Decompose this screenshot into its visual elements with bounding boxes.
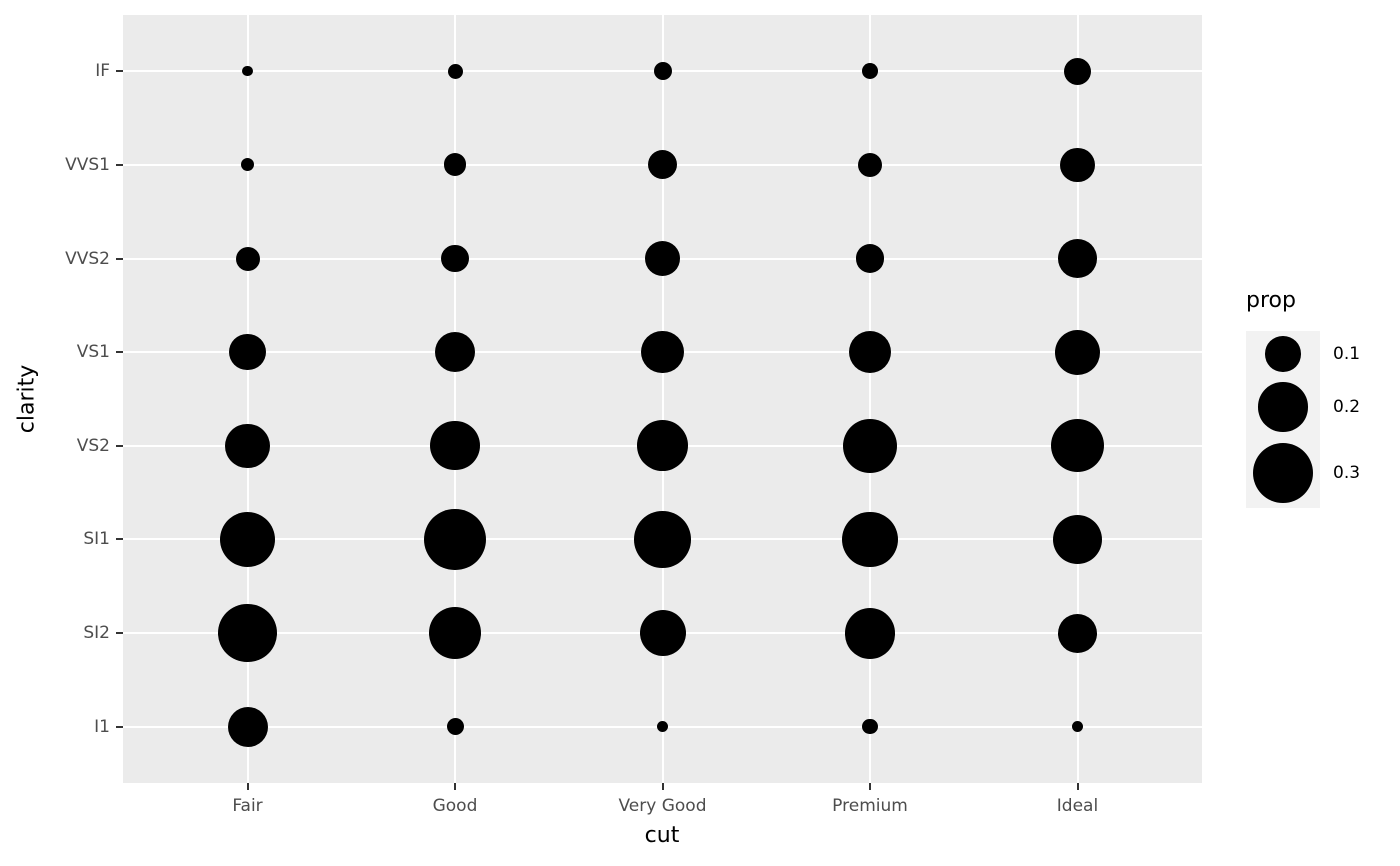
- data-point-dot: [844, 607, 896, 659]
- data-point-dot: [1053, 514, 1102, 564]
- data-point-dot: [235, 246, 260, 271]
- data-point-dot: [862, 63, 878, 80]
- gridline-vertical: [454, 15, 456, 783]
- x-axis-title: cut: [644, 823, 680, 848]
- y-axis-title: clarity: [14, 364, 40, 434]
- data-point-dot: [242, 66, 253, 77]
- gridline-vertical: [1076, 15, 1079, 783]
- gridline-vertical: [661, 15, 664, 783]
- x-axis-tick-label: Good: [432, 796, 478, 816]
- data-point-dot: [843, 418, 897, 473]
- data-point-dot: [434, 331, 476, 373]
- data-point-dot: [1060, 147, 1095, 183]
- legend-entry-label: 0.2: [1333, 397, 1361, 417]
- x-axis-tick: [454, 783, 456, 790]
- data-point-dot: [862, 719, 878, 735]
- data-point-dot: [1050, 419, 1105, 473]
- x-axis-tick-label: Ideal: [1056, 796, 1099, 816]
- data-point-dot: [218, 603, 277, 663]
- data-point-dot: [639, 610, 686, 657]
- x-axis-tick-label: Fair: [232, 796, 263, 816]
- data-point-dot: [634, 511, 691, 568]
- y-axis-tick: [116, 725, 123, 728]
- data-point-dot: [1072, 721, 1083, 733]
- data-point-dot: [220, 511, 275, 567]
- legend-title: prop: [1246, 288, 1296, 313]
- data-point-dot: [446, 718, 464, 736]
- data-point-dot: [653, 62, 672, 81]
- legend-key-circle: [1258, 382, 1308, 432]
- data-point-dot: [430, 421, 480, 471]
- data-point-dot: [1055, 329, 1100, 375]
- y-axis-tick-label: VS1: [76, 342, 110, 363]
- y-axis-tick-label: VVS2: [65, 248, 110, 269]
- y-axis-tick: [116, 163, 123, 166]
- x-axis-tick-label: Very Good: [618, 796, 707, 816]
- data-point-dot: [447, 63, 463, 79]
- data-point-dot: [637, 420, 688, 472]
- data-point-dot: [848, 331, 892, 374]
- data-point-dot: [857, 152, 883, 178]
- data-point-dot: [443, 153, 467, 177]
- x-axis-tick: [1076, 783, 1079, 790]
- data-point-dot: [225, 423, 270, 469]
- y-axis-tick: [116, 257, 123, 260]
- data-point-dot: [424, 508, 486, 571]
- y-axis-tick: [116, 70, 123, 73]
- data-point-dot: [656, 721, 669, 733]
- legend-key: 0.3: [1246, 437, 1360, 508]
- legend-key-circle: [1253, 442, 1313, 503]
- x-axis-tick: [246, 783, 249, 790]
- y-axis-tick-label: SI1: [83, 529, 110, 550]
- gridline-vertical: [246, 15, 249, 783]
- data-point-dot: [641, 330, 684, 374]
- data-point-dot: [855, 244, 885, 273]
- legend-keys: 0.1 0.2 0.3: [1246, 331, 1360, 508]
- y-axis-tick: [116, 351, 123, 354]
- y-axis-tick-label: VS2: [76, 435, 110, 456]
- data-point-dot: [644, 240, 681, 277]
- data-point-dot: [429, 607, 481, 659]
- x-axis-tick: [661, 783, 664, 790]
- legend: prop 0.1 0.2 0.3: [1246, 288, 1360, 508]
- y-axis-tick-label: IF: [95, 61, 110, 82]
- legend-key: 0.2: [1246, 377, 1360, 437]
- y-axis-tick: [116, 538, 123, 541]
- y-axis-tick-label: I1: [94, 716, 110, 737]
- data-point-dot: [1063, 57, 1092, 85]
- y-axis-tick: [116, 444, 123, 447]
- y-axis-tick-label: VVS1: [65, 154, 110, 175]
- data-point-dot: [441, 244, 469, 273]
- data-point-dot: [842, 511, 898, 568]
- data-point-dot: [227, 706, 268, 747]
- x-axis-tick: [869, 783, 871, 790]
- gridline-vertical: [869, 15, 871, 783]
- data-point-dot: [647, 150, 678, 180]
- legend-entry-label: 0.1: [1333, 344, 1361, 364]
- y-axis-tick-label: SI2: [83, 623, 110, 644]
- plot-panel: [123, 15, 1202, 783]
- data-point-dot: [240, 158, 255, 172]
- data-point-dot: [229, 333, 266, 371]
- legend-key-circle: [1265, 336, 1301, 372]
- legend-entry-label: 0.3: [1333, 462, 1361, 483]
- data-point-dot: [1058, 239, 1097, 278]
- x-axis-tick-label: Premium: [832, 796, 908, 816]
- data-point-dot: [1058, 613, 1097, 653]
- y-axis-tick: [116, 632, 123, 635]
- legend-key: 0.1: [1246, 331, 1360, 377]
